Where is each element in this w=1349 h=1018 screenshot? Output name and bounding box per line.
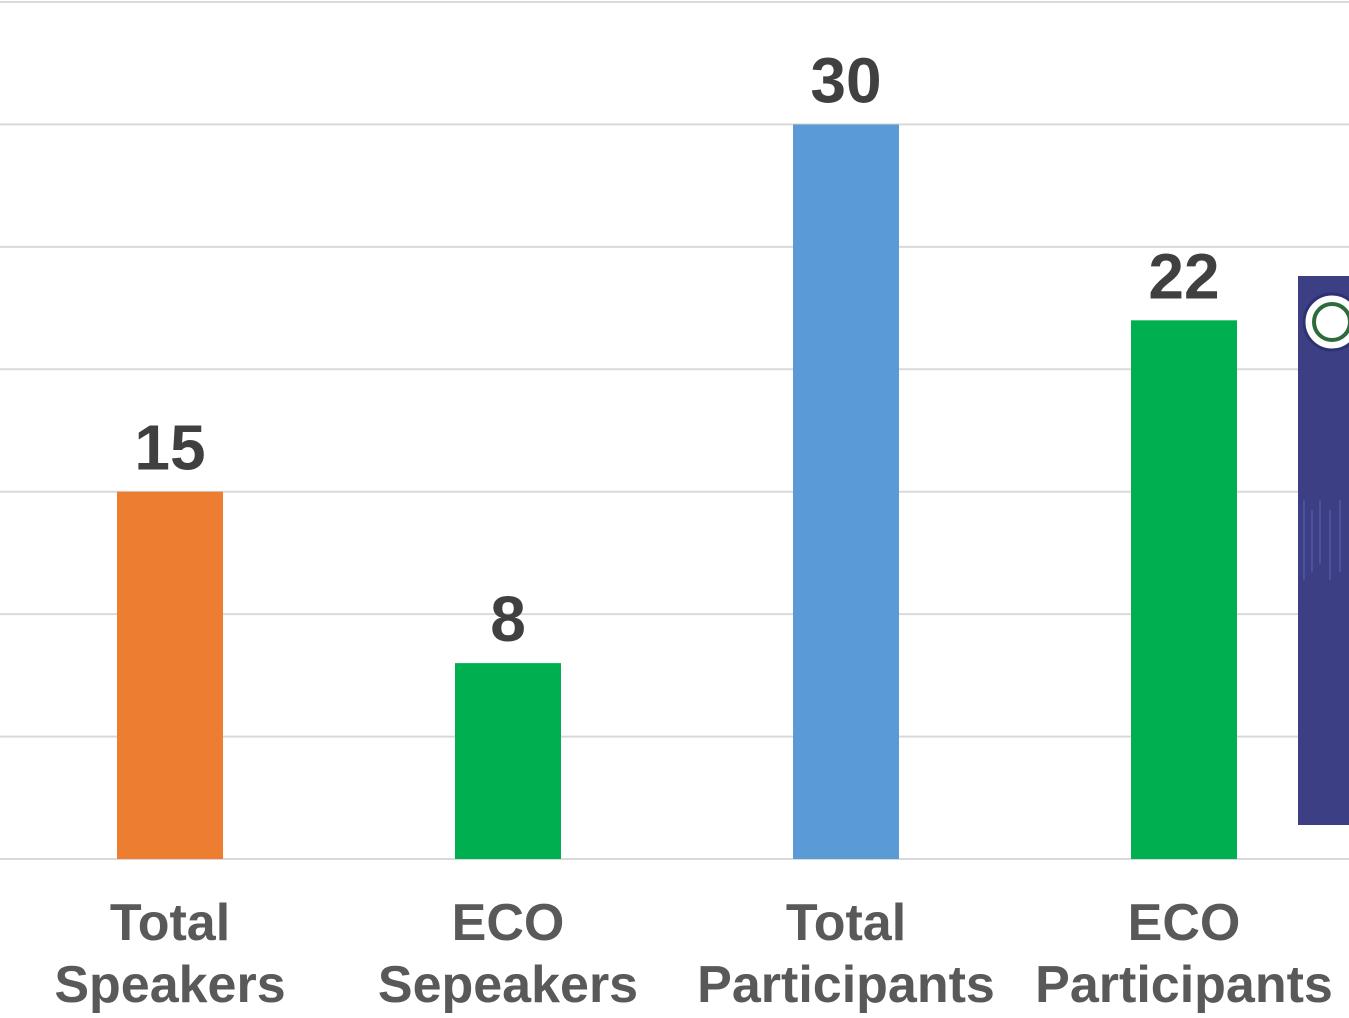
emblem-panel-background [1298, 276, 1349, 825]
emblem-seal-icon [1302, 292, 1349, 352]
category-labels: TotalSpeakersECOSepeakersTotalParticipan… [54, 894, 1333, 1014]
data-labels: 15 8 30 22 [134, 44, 1219, 655]
emblem-panel [1298, 276, 1349, 825]
category-label: ECO [452, 894, 565, 952]
category-label: Participants [697, 956, 995, 1013]
data-label: 8 [490, 583, 526, 655]
category-label: Sepeakers [378, 956, 638, 1013]
data-label: 15 [134, 412, 205, 484]
category-label: Total [786, 894, 906, 952]
category-label: Speakers [54, 956, 285, 1013]
emblem-wreath-icon [1312, 302, 1349, 342]
bars [117, 124, 1237, 859]
bar [455, 663, 561, 859]
category-label: Participants [1035, 956, 1333, 1013]
bar [793, 124, 899, 859]
gridlines [0, 1, 1349, 860]
bar [1131, 320, 1237, 859]
data-label: 22 [1148, 240, 1219, 312]
bar [117, 491, 223, 859]
data-label: 30 [810, 44, 881, 116]
category-label: Total [110, 894, 230, 952]
category-label: ECO [1128, 894, 1241, 952]
